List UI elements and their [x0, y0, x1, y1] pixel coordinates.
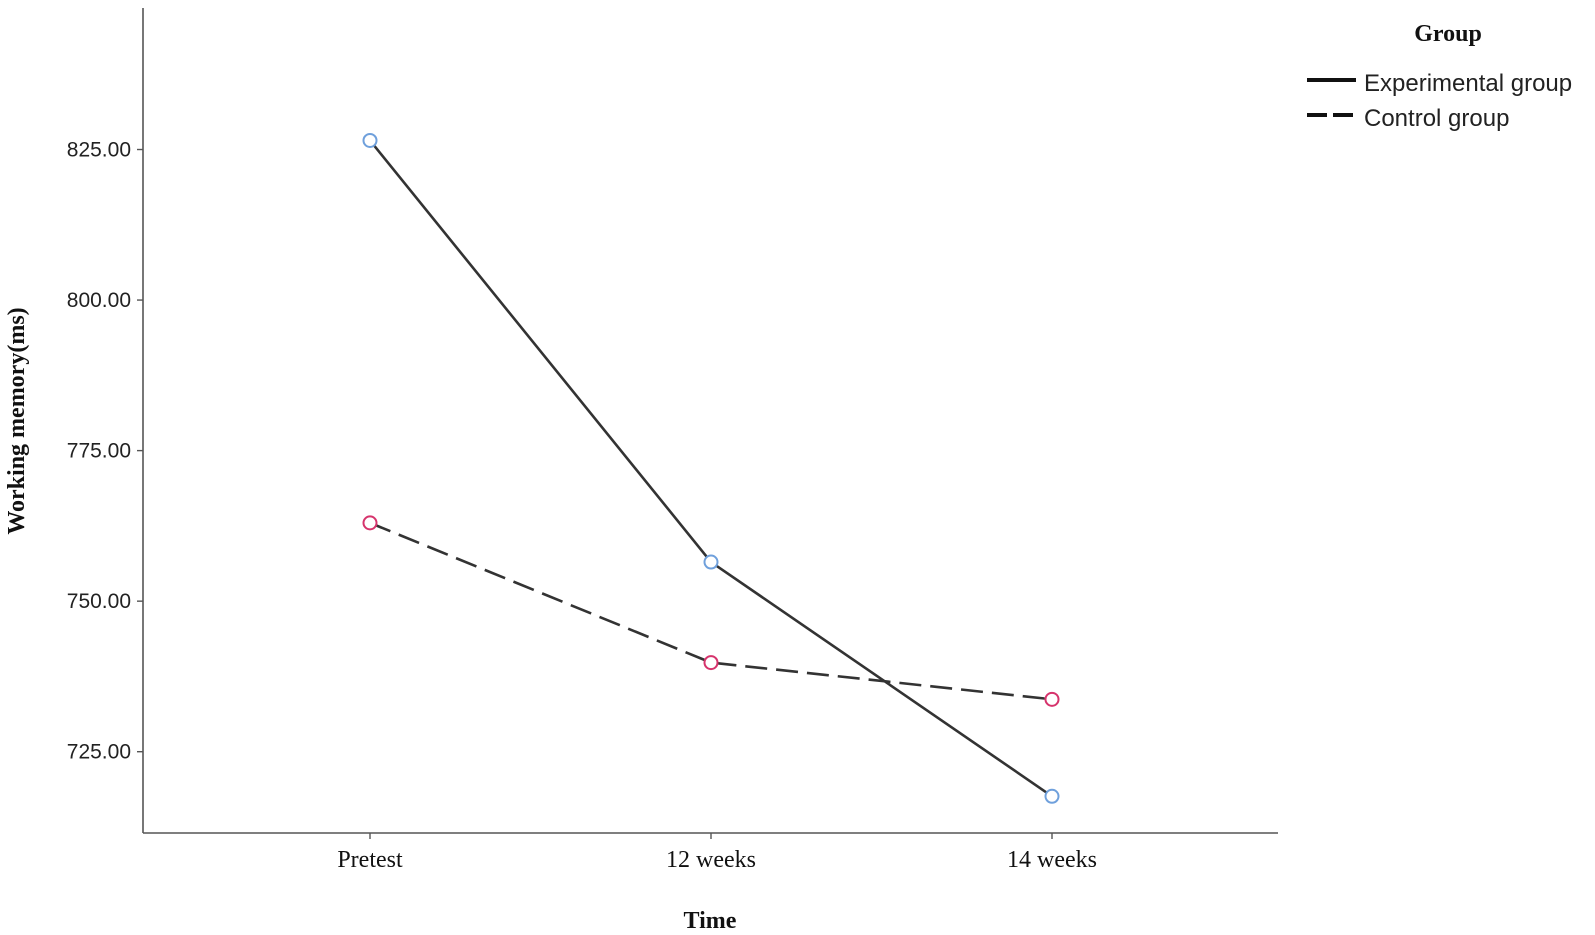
data-point-experimental-group — [362, 132, 378, 148]
legend-label-control: Control group — [1364, 105, 1509, 132]
data-point-experimental-group — [1044, 788, 1060, 804]
series-line-experimental-group — [368, 139, 1053, 798]
x-axis-title: Time — [684, 908, 737, 934]
axes — [142, 8, 1278, 834]
series-group — [362, 132, 1060, 804]
x-tick-group: Pretest 12 weeks 14 weeks — [337, 833, 1097, 873]
y-axis-title: Working memory(ms) — [4, 307, 30, 534]
x-tick-label: Pretest — [337, 847, 403, 873]
y-tick-group: 725.00 750.00 775.00 800.00 825.00 — [67, 139, 143, 764]
y-tick-label: 775.00 — [67, 440, 131, 463]
series-line-control-group — [369, 521, 1053, 701]
legend: Group Experimental group Control group — [1307, 21, 1572, 132]
data-point-control-group — [703, 655, 719, 671]
y-tick-label: 825.00 — [67, 139, 131, 162]
y-tick-label: 725.00 — [67, 741, 131, 764]
legend-title: Group — [1414, 21, 1482, 47]
data-point-experimental-group — [703, 554, 719, 570]
legend-label-experimental: Experimental group — [1364, 70, 1572, 97]
x-tick-label: 14 weeks — [1007, 847, 1097, 873]
y-tick-label: 800.00 — [67, 289, 131, 312]
x-tick-label: 12 weeks — [666, 847, 756, 873]
y-tick-label: 750.00 — [67, 590, 131, 613]
data-point-control-group — [362, 515, 378, 531]
data-point-control-group — [1044, 691, 1060, 707]
